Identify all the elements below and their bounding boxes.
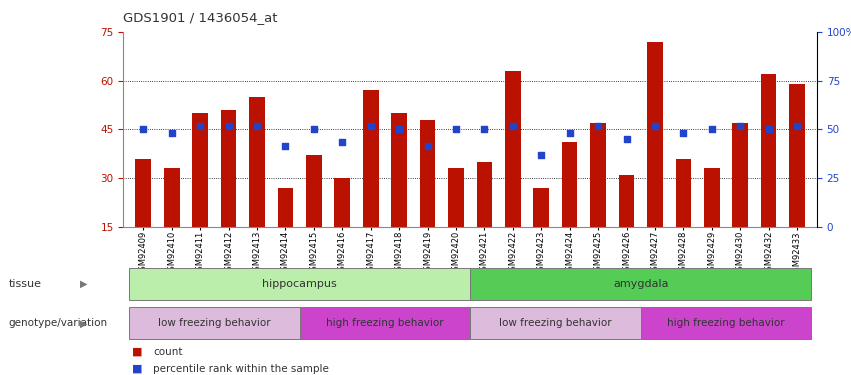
Bar xyxy=(448,168,464,227)
Point xyxy=(477,126,491,132)
Bar xyxy=(505,71,521,227)
Text: high freezing behavior: high freezing behavior xyxy=(667,318,785,328)
Bar xyxy=(300,308,470,339)
Text: GDS1901 / 1436054_at: GDS1901 / 1436054_at xyxy=(123,11,278,24)
Text: count: count xyxy=(153,347,183,357)
Text: tissue: tissue xyxy=(9,279,42,289)
Point xyxy=(307,126,321,132)
Bar xyxy=(562,142,578,227)
Text: ■: ■ xyxy=(132,347,142,357)
Text: low freezing behavior: low freezing behavior xyxy=(158,318,271,328)
Bar xyxy=(135,159,151,227)
Bar xyxy=(192,113,208,227)
Point xyxy=(449,126,463,132)
Point xyxy=(506,123,520,129)
Point xyxy=(620,136,633,142)
Point xyxy=(165,130,179,136)
Bar xyxy=(641,308,811,339)
Point xyxy=(420,142,434,148)
Text: ■: ■ xyxy=(132,364,142,374)
Text: ▶: ▶ xyxy=(80,279,87,289)
Point xyxy=(591,123,605,129)
Text: ▶: ▶ xyxy=(80,318,87,328)
Bar xyxy=(220,110,237,227)
Point xyxy=(222,123,236,129)
Bar xyxy=(164,168,180,227)
Bar xyxy=(591,123,606,227)
Bar xyxy=(619,175,634,227)
Bar xyxy=(129,308,300,339)
Text: hippocampus: hippocampus xyxy=(262,279,337,289)
Text: genotype/variation: genotype/variation xyxy=(9,318,107,328)
Text: low freezing behavior: low freezing behavior xyxy=(500,318,612,328)
Bar xyxy=(534,188,549,227)
Point xyxy=(648,123,662,129)
Bar xyxy=(676,159,691,227)
Point xyxy=(563,130,576,136)
Bar xyxy=(363,90,379,227)
Bar xyxy=(129,268,470,300)
Bar xyxy=(733,123,748,227)
Point xyxy=(734,123,747,129)
Bar xyxy=(704,168,720,227)
Point xyxy=(677,130,690,136)
Point xyxy=(762,126,775,132)
Point xyxy=(250,123,264,129)
Point xyxy=(193,123,207,129)
Text: high freezing behavior: high freezing behavior xyxy=(326,318,443,328)
Point xyxy=(705,126,718,132)
Bar xyxy=(334,178,350,227)
Bar xyxy=(306,155,322,227)
Point xyxy=(364,123,378,129)
Bar xyxy=(277,188,294,227)
Point xyxy=(791,123,804,129)
Bar xyxy=(761,74,776,227)
Bar xyxy=(249,97,265,227)
Point xyxy=(534,152,548,158)
Bar xyxy=(477,162,492,227)
Text: percentile rank within the sample: percentile rank within the sample xyxy=(153,364,329,374)
Point xyxy=(335,140,349,146)
Bar xyxy=(420,120,436,227)
Bar xyxy=(647,42,663,227)
Point xyxy=(278,142,292,148)
Text: amygdala: amygdala xyxy=(613,279,669,289)
Bar xyxy=(470,308,641,339)
Point xyxy=(392,126,406,132)
Bar xyxy=(789,84,805,227)
Point xyxy=(136,126,150,132)
Bar xyxy=(470,268,811,300)
Bar xyxy=(391,113,407,227)
